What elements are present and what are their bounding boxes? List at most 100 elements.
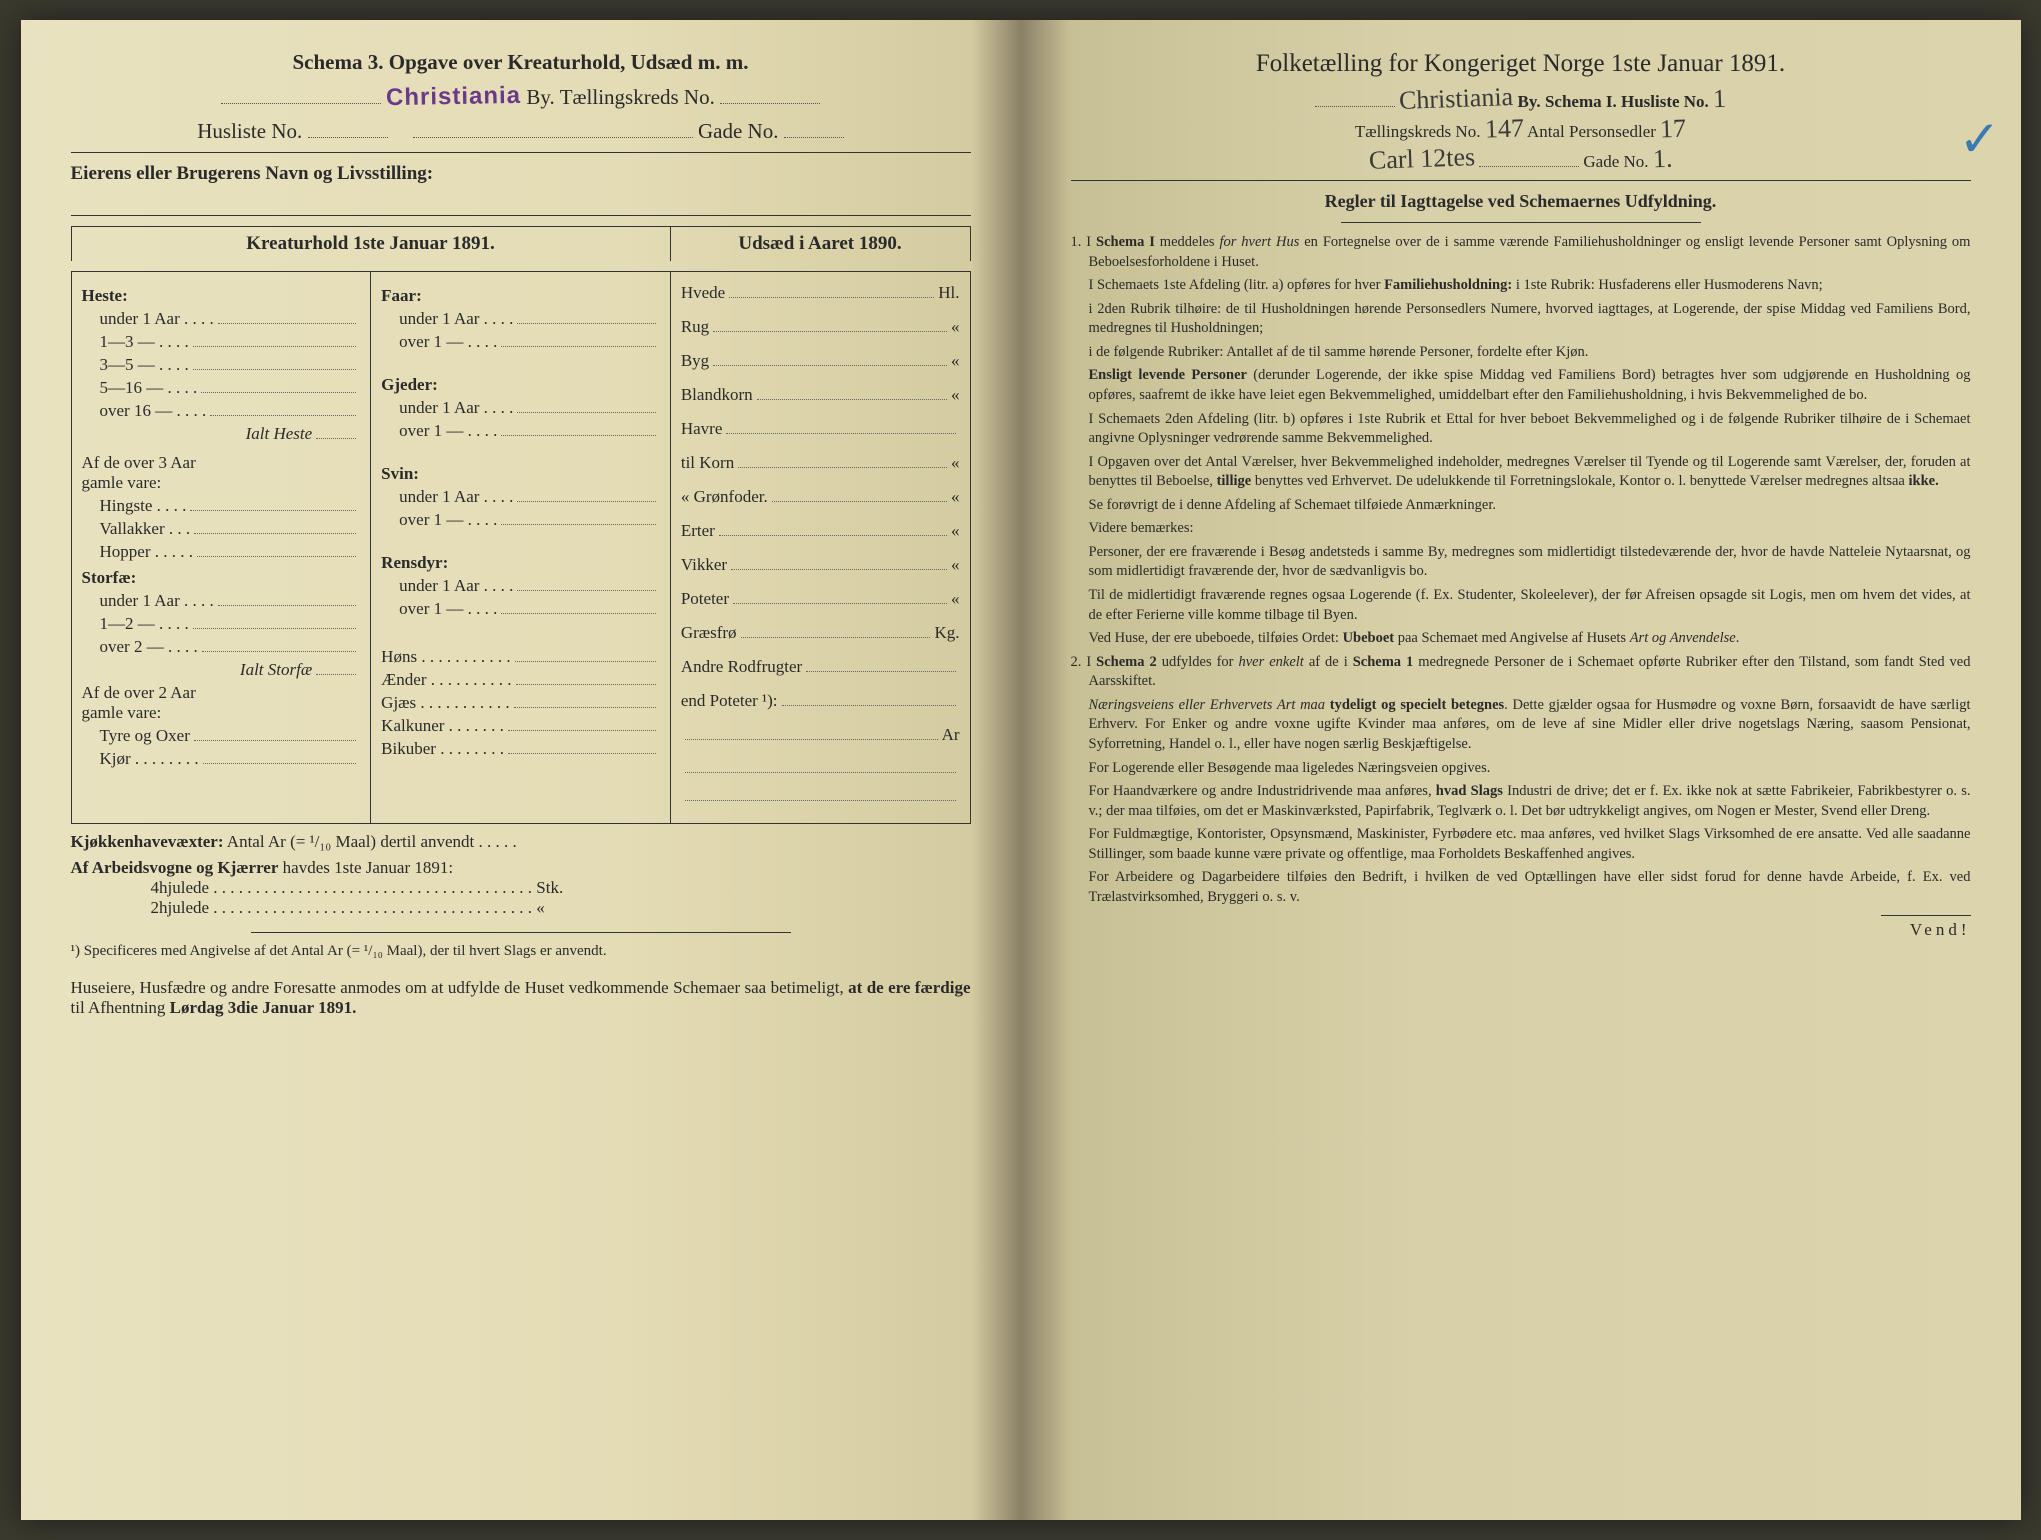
udsaed-unit-5: « — [951, 453, 960, 473]
rule-para-2: i 2den Rubrik tilhøire: de til Husholdni… — [1071, 300, 1971, 339]
gjaes: Gjæs . . . . . . . . . . . — [381, 693, 509, 713]
svin-hdr: Svin: — [381, 464, 660, 484]
left-page: Schema 3. Opgave over Kreaturhold, Udsæd… — [21, 20, 1021, 1520]
rule-para-3: i de følgende Rubriker: Antallet af de t… — [1071, 343, 1971, 363]
rule-para-13: Næringsveiens eller Erhvervets Art maa t… — [1071, 696, 1971, 755]
rules-header: Regler til Iagttagelse ved Schemaernes U… — [1071, 191, 1971, 212]
by-label: By. — [526, 85, 554, 109]
udsaed-label-5: til Korn — [681, 453, 734, 473]
rule-para-14: For Logerende eller Besøgende maa ligele… — [1071, 759, 1971, 779]
owner-line: Eierens eller Brugerens Navn og Livsstil… — [71, 163, 971, 185]
kreatur-hdr: Kreaturhold 1ste Januar 1891. — [72, 227, 671, 261]
svin-u1: under 1 Aar . . . . — [399, 487, 513, 507]
udsaed-unit-6: « — [951, 487, 960, 507]
gjeder-u1: under 1 Aar . . . . — [399, 398, 513, 418]
udsaed-label-8: Vikker — [681, 555, 727, 575]
udsaed-row-12: end Poteter ¹): — [681, 691, 960, 711]
tyre-oxer: Tyre og Oxer — [100, 726, 190, 746]
right-line3: Tællingskreds No. 147 Antal Personsedler… — [1071, 114, 1971, 144]
right-page: Folketælling for Kongeriget Norge 1ste J… — [1021, 20, 2021, 1520]
hw-tk: 147 — [1484, 113, 1524, 144]
faar-u1: under 1 Aar . . . . — [399, 309, 513, 329]
udsaed-unit-8: « — [951, 555, 960, 575]
kalkuner: Kalkuner . . . . . . . — [381, 716, 504, 736]
rule-para-11: Ved Huse, der ere ubeboede, tilføies Ord… — [1071, 629, 1971, 649]
col-heste-storfae: Heste: under 1 Aar . . . . 1—3 — . . . .… — [72, 272, 372, 823]
footer-bold2: Lørdag 3die Januar 1891. — [170, 998, 357, 1017]
husliste-line: Husliste No. Gade No. — [71, 119, 971, 144]
r-husliste: Husliste No. — [1621, 92, 1709, 111]
udsaed-hdr: Udsæd i Aaret 1890. — [671, 227, 970, 261]
ialt-heste: Ialt Heste — [246, 424, 313, 444]
r-by: By. — [1518, 92, 1541, 111]
udsaed-row-10: GræsfrøKg. — [681, 623, 960, 643]
rule-para-8: Videre bemærkes: — [1071, 519, 1971, 539]
udsaed-unit-2: « — [951, 351, 960, 371]
col-faar-etc: Faar: under 1 Aar . . . . over 1 — . . .… — [371, 272, 671, 823]
kjokken-line: Kjøkkenhavevæxter: Antal Ar (= ¹/₁₀ Maal… — [71, 832, 971, 852]
udsaed-row-8: Vikker « — [681, 555, 960, 575]
udsaed-row-15 — [681, 787, 960, 801]
over3-label: Af de over 3 Aar — [82, 453, 361, 473]
hw-street: Carl 12tes — [1368, 142, 1475, 176]
udsaed-row-3: Blandkorn« — [681, 385, 960, 405]
udsaed-label-1: Rug — [681, 317, 709, 337]
udsaed-label-2: Byg — [681, 351, 709, 371]
rensdyr-u1: under 1 Aar . . . . — [399, 576, 513, 596]
udsaed-unit-3: « — [951, 385, 960, 405]
left-footer: Huseiere, Husfædre og andre Foresatte an… — [71, 978, 971, 1018]
kjokken-text: Antal Ar (= ¹/₁₀ Maal) dertil anvendt . … — [227, 832, 517, 851]
footer-bold1: at de ere færdige — [848, 978, 970, 997]
arbeids-label: Af Arbeidsvogne og Kjærrer — [71, 858, 279, 877]
hw-husliste: 1 — [1713, 84, 1727, 114]
heste-u1: under 1 Aar . . . . — [100, 309, 214, 329]
main-grid: Heste: under 1 Aar . . . . 1—3 — . . . .… — [71, 271, 971, 824]
christiania-stamp: Christiania — [386, 82, 521, 112]
r-gade: Gade No. — [1583, 152, 1648, 171]
storfae-u1: under 1 Aar . . . . — [100, 591, 214, 611]
over2-label: Af de over 2 Aar — [82, 683, 361, 703]
rule-para-12: 2. I Schema 2 udfyldes for hver enkelt a… — [1071, 653, 1971, 692]
r-tk: Tællingskreds No. — [1355, 122, 1481, 141]
gamle-vare2: gamle vare: — [82, 703, 361, 723]
udsaed-unit-13: Ar — [942, 725, 960, 745]
husliste-label: Husliste No. — [197, 119, 302, 143]
udsaed-row-2: Byg « — [681, 351, 960, 371]
udsaed-row-5: til Korn « — [681, 453, 960, 473]
column-headers: Kreaturhold 1ste Januar 1891. Udsæd i Aa… — [71, 226, 971, 261]
heste-35: 3—5 — . . . . — [100, 355, 189, 375]
faar-o1: over 1 — . . . . — [399, 332, 497, 352]
rules-body: 1. I Schema I meddeles for hvert Hus en … — [1071, 233, 1971, 907]
rensdyr-hdr: Rensdyr: — [381, 553, 660, 573]
gade-label: Gade No. — [698, 119, 778, 143]
gamle-vare1: gamle vare: — [82, 473, 361, 493]
udsaed-unit-9: « — [951, 589, 960, 609]
udsaed-unit-1: « — [951, 317, 960, 337]
right-line2: Christiania By. Schema I. Husliste No. 1 — [1071, 84, 1971, 114]
hw-gade: 1. — [1652, 144, 1673, 175]
udsaed-row-14 — [681, 759, 960, 773]
udsaed-label-12: end Poteter ¹): — [681, 691, 778, 711]
arbeids-text: havdes 1ste Januar 1891: — [283, 858, 453, 877]
faar-hdr: Faar: — [381, 286, 660, 306]
rule-para-9: Personer, der ere fraværende i Besøg and… — [1071, 543, 1971, 582]
udsaed-row-11: Andre Rodfrugter — [681, 657, 960, 677]
hw-city: Christiania — [1399, 82, 1514, 116]
heste-hdr: Heste: — [82, 286, 361, 306]
udsaed-label-11: Andre Rodfrugter — [681, 657, 802, 677]
udsaed-row-1: Rug « — [681, 317, 960, 337]
udsaed-label-6: « Grønfoder. — [681, 487, 768, 507]
arbeids-line: Af Arbeidsvogne og Kjærrer havdes 1ste J… — [71, 858, 971, 878]
udsaed-row-9: Poteter« — [681, 589, 960, 609]
hingste: Hingste . . . . — [100, 496, 187, 516]
rule-para-16: For Fuldmægtige, Kontorister, Opsynsmænd… — [1071, 825, 1971, 864]
hons: Høns . . . . . . . . . . . — [381, 647, 510, 667]
rule-para-5: I Schemaets 2den Afdeling (litr. b) opfø… — [1071, 410, 1971, 449]
tk-label: Tællingskreds No. — [560, 85, 715, 109]
rule-para-1: I Schemaets 1ste Afdeling (litr. a) opfø… — [1071, 276, 1971, 296]
kjokken-label: Kjøkkenhavevæxter: — [71, 832, 224, 851]
udsaed-label-4: Havre — [681, 419, 723, 439]
rule-para-0: 1. I Schema I meddeles for hvert Hus en … — [1071, 233, 1971, 272]
col-udsaed: HvedeHl.Rug«Byg«Blandkorn«Havre til Korn… — [671, 272, 970, 823]
udsaed-row-6: « Grønfoder. « — [681, 487, 960, 507]
